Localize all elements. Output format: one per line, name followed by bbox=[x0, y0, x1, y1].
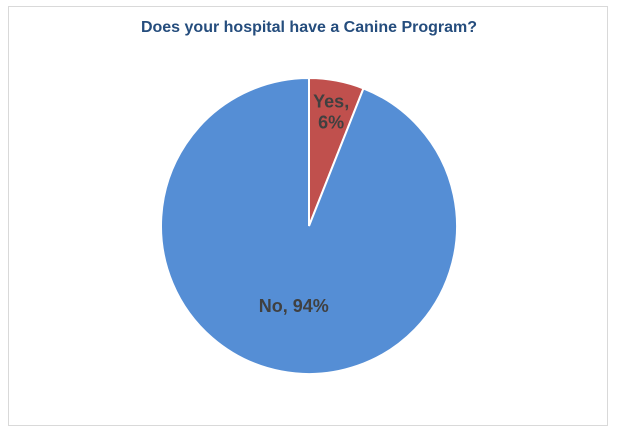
pie-chart: Yes, 6% No, 94% bbox=[160, 76, 458, 375]
data-label-yes: Yes, 6% bbox=[313, 92, 349, 133]
pie-slice-no bbox=[160, 76, 458, 375]
chart-frame: Does your hospital have a Canine Program… bbox=[8, 6, 608, 426]
chart-title: Does your hospital have a Canine Program… bbox=[140, 19, 478, 36]
pie-slices bbox=[160, 76, 458, 375]
pie-labels: Yes, 6% No, 94% bbox=[259, 92, 349, 316]
data-label-no: No, 94% bbox=[259, 296, 329, 316]
